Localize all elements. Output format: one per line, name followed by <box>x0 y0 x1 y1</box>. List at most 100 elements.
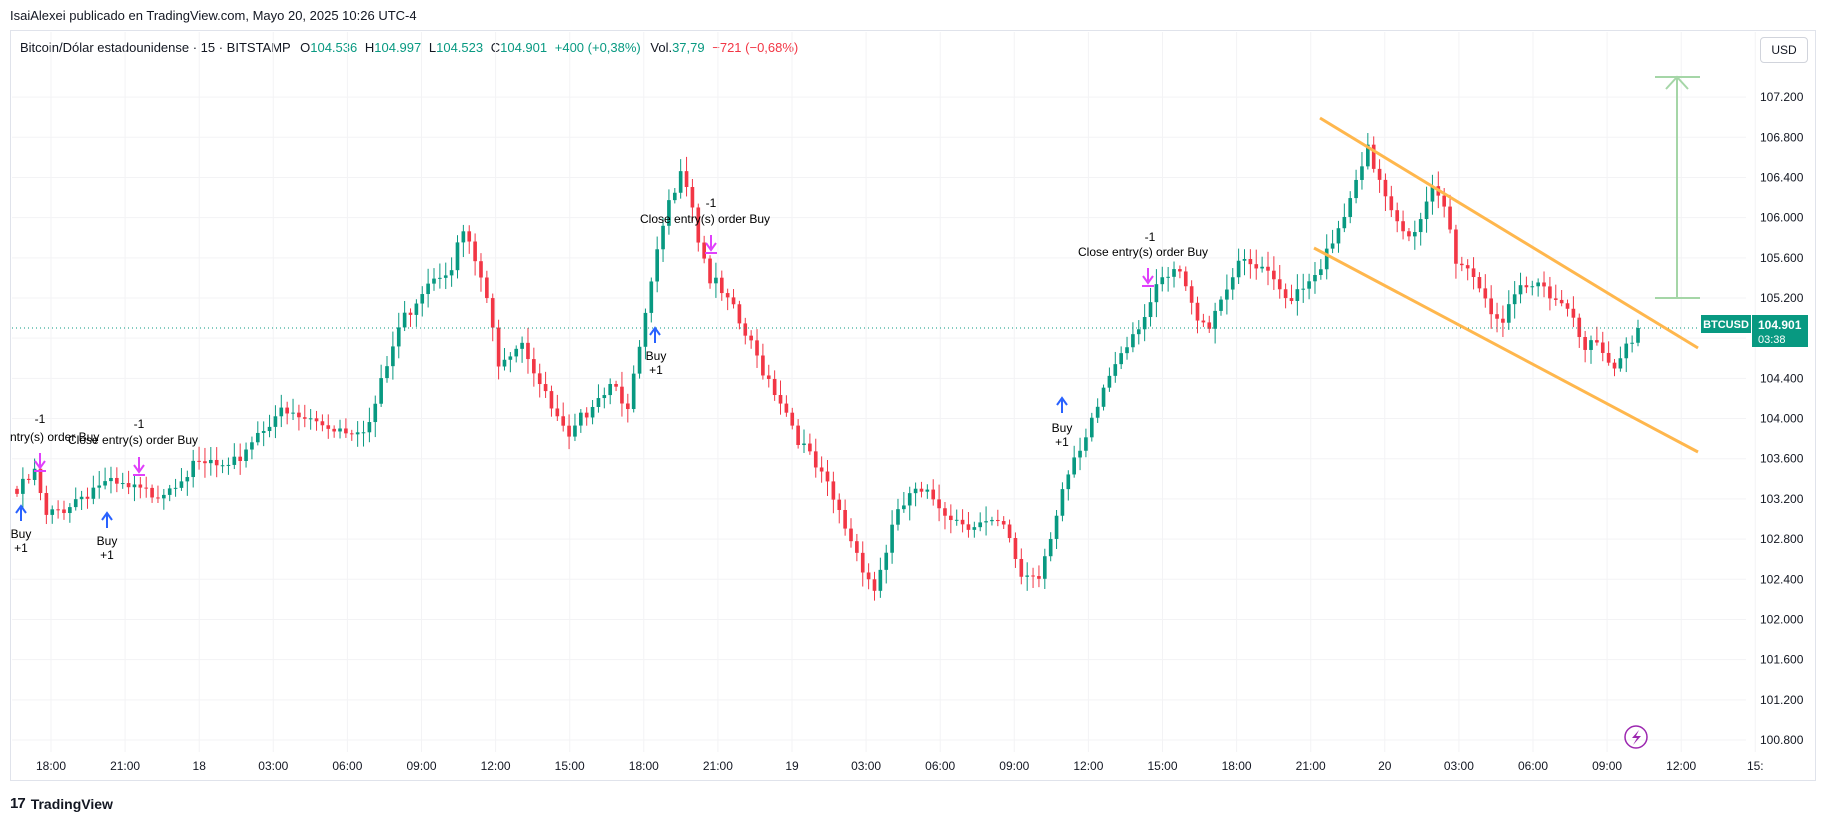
candle-body <box>1495 314 1499 319</box>
candle <box>273 405 278 439</box>
candle-body <box>819 467 824 472</box>
candle-body <box>38 468 43 494</box>
candle <box>655 236 659 293</box>
candle-body <box>1366 144 1370 167</box>
candle-body <box>68 507 72 514</box>
candle-body <box>1418 219 1423 233</box>
last-price-text: 104.901 <box>1758 318 1802 332</box>
candle-body <box>966 524 971 530</box>
low-label: L <box>428 40 437 55</box>
candle-body <box>1230 277 1235 290</box>
candle-body <box>208 459 213 464</box>
candle <box>1430 174 1435 215</box>
candle <box>520 336 524 363</box>
candle <box>156 485 160 503</box>
candle <box>825 459 830 496</box>
candle <box>1013 532 1018 568</box>
candle-body <box>755 340 759 356</box>
candle <box>308 409 313 430</box>
candle-body <box>1371 144 1376 169</box>
candle <box>167 484 172 502</box>
candle-body <box>737 304 742 324</box>
candle-body <box>220 465 225 467</box>
candle <box>1107 367 1112 392</box>
candle <box>297 404 301 431</box>
candle-body <box>1477 277 1482 289</box>
candle <box>1313 262 1317 294</box>
candle-body <box>1289 298 1294 301</box>
candle-body <box>1324 248 1329 270</box>
candle-body <box>678 171 683 193</box>
candle-body <box>1501 318 1505 323</box>
candle <box>179 468 184 491</box>
candle <box>1548 276 1552 311</box>
candle-body <box>50 509 55 515</box>
buy-qty: +1 <box>1055 435 1069 449</box>
candle <box>1277 264 1282 299</box>
lightning-icon[interactable] <box>1624 725 1648 749</box>
candle-body <box>584 412 589 418</box>
candle-body <box>79 496 84 500</box>
candle-body <box>667 200 671 226</box>
candle <box>1512 281 1517 319</box>
candle-body <box>825 471 830 482</box>
candle <box>943 501 947 530</box>
y-tick-label: 100.800 <box>1760 733 1804 747</box>
candle <box>485 270 489 304</box>
candle-body <box>120 483 125 485</box>
candle <box>326 414 331 439</box>
falling-channel[interactable] <box>1313 116 1699 454</box>
candle-body <box>602 395 607 399</box>
candle-body <box>396 327 401 347</box>
candle-body <box>1536 282 1540 287</box>
candle <box>1195 296 1200 334</box>
x-tick-label: 06:00 <box>332 759 362 773</box>
footer-brand[interactable]: 17 TradingView <box>10 795 113 812</box>
symbol-tag: BTCUSD <box>1703 319 1749 331</box>
candle-body <box>1319 269 1323 276</box>
candle <box>878 557 883 598</box>
time-axis: 18:00 21:00 18 03:00 06:00 09:00 12:00 15:00 18:… <box>36 759 1764 773</box>
close-label: Close entry(s) order Buy <box>68 433 198 447</box>
x-tick-label: 18 <box>193 759 207 773</box>
close-arrow-icon <box>133 457 145 476</box>
candle <box>884 544 889 584</box>
symbol-name[interactable]: Bitcoin/Dólar estadounidense · 15 · BITS… <box>20 40 291 55</box>
candle <box>1565 299 1570 317</box>
candle <box>438 263 442 289</box>
candle-body <box>1178 269 1182 272</box>
candle <box>1242 249 1247 276</box>
target-projection[interactable] <box>1655 75 1700 299</box>
candle-body <box>285 407 289 414</box>
candle <box>532 347 536 387</box>
price-tag: BTCUSD 104.901 03:38 <box>1701 315 1808 347</box>
candle-body <box>320 421 325 426</box>
candle-body <box>1553 298 1558 300</box>
candle-body <box>1559 299 1564 304</box>
candle <box>1418 212 1423 246</box>
y-tick-label: 103.600 <box>1760 452 1804 466</box>
candle-body <box>1383 179 1388 197</box>
candle <box>913 482 918 507</box>
currency-button[interactable]: USD <box>1760 37 1808 63</box>
candle-body <box>1348 198 1353 217</box>
candle <box>725 288 730 311</box>
price-axis: 107.200 106.800 106.400 106.000 105.600 105.2… <box>1760 90 1804 747</box>
candle-body <box>344 428 348 434</box>
candle <box>361 420 366 447</box>
candle <box>97 471 102 499</box>
close-qty: -1 <box>134 417 145 431</box>
candle <box>1236 248 1241 284</box>
candle <box>678 159 683 199</box>
candle-body <box>808 443 812 452</box>
candle <box>972 521 977 538</box>
candle-body <box>1583 337 1587 350</box>
y-tick-label: 106.800 <box>1760 130 1804 144</box>
candle-body <box>1360 166 1364 180</box>
candle <box>802 429 806 453</box>
candle-body <box>1471 268 1476 278</box>
candle-body <box>1066 474 1071 490</box>
x-tick-label: 12:00 <box>1073 759 1103 773</box>
candle <box>44 485 49 525</box>
